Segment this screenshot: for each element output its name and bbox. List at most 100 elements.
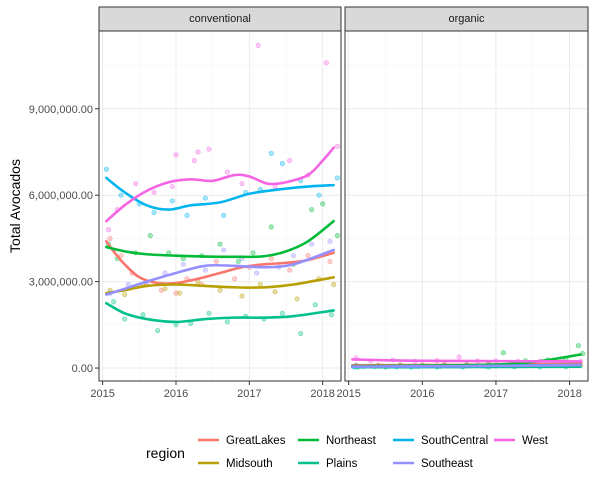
- point-SouthCentral: [103, 166, 109, 172]
- point-Southeast: [290, 253, 296, 259]
- point-West: [224, 169, 230, 175]
- smooth-line-West: [105, 146, 335, 223]
- point-SouthCentral: [118, 192, 124, 198]
- point-GreatLakes: [213, 258, 219, 265]
- legend-label: Northeast: [326, 435, 377, 447]
- point-West: [169, 183, 175, 190]
- point-Midsouth: [294, 296, 300, 302]
- legend-item-Southeast: Southeast: [393, 458, 474, 470]
- point-SouthCentral: [334, 175, 340, 181]
- facet-strip-organic: [344, 6, 589, 32]
- point-Northeast: [320, 201, 326, 207]
- point-SouthCentral: [221, 212, 227, 218]
- legend-label: GreatLakes: [226, 435, 286, 447]
- point-West: [206, 146, 212, 152]
- point-Midsouth: [217, 287, 223, 293]
- point-West: [287, 158, 293, 164]
- point-GreatLakes: [268, 255, 274, 262]
- legend-label: SouthCentral: [421, 435, 488, 447]
- point-West: [151, 189, 157, 195]
- legend-item-Midsouth: Midsouth: [198, 458, 273, 470]
- point-Midsouth: [122, 291, 128, 298]
- point-Plains: [206, 310, 212, 316]
- point-Northeast: [235, 258, 241, 265]
- panel-background: [345, 31, 588, 381]
- x-tick-label: 2016: [164, 388, 188, 400]
- point-Northeast: [250, 250, 256, 256]
- point-Midsouth: [257, 281, 263, 288]
- x-tick-label: 2017: [237, 388, 261, 400]
- point-Southeast: [327, 238, 333, 244]
- smooth-line-GreatLakes: [105, 239, 335, 285]
- panel-organic: organic 2015 2016 2017 2018: [336, 6, 589, 400]
- panel-background: [99, 31, 341, 381]
- point-SouthCentral: [151, 209, 157, 216]
- legend-label: Southeast: [421, 458, 474, 470]
- panel-border: [98, 30, 342, 382]
- point-Plains: [224, 319, 230, 325]
- point-Southeast: [221, 247, 227, 253]
- point-Northeast: [575, 342, 582, 349]
- x-tick-label: 2015: [336, 388, 360, 400]
- point-Plains: [122, 316, 128, 322]
- point-West: [239, 181, 245, 187]
- y-tick-label: 9,000,000.00: [29, 104, 93, 116]
- point-GreatLakes: [107, 235, 113, 242]
- legend-item-Plains: Plains: [298, 458, 358, 470]
- point-SouthCentral: [169, 198, 175, 204]
- point-Northeast: [217, 241, 223, 247]
- point-West: [334, 143, 340, 149]
- point-Plains: [279, 310, 285, 316]
- y-tick-label: 3,000,000.00: [29, 277, 93, 289]
- point-Southeast: [309, 241, 315, 247]
- point-SouthCentral: [268, 150, 274, 157]
- point-Plains: [312, 302, 318, 308]
- point-SouthCentral: [316, 192, 322, 198]
- legend-label: Midsouth: [226, 458, 273, 470]
- point-Plains: [140, 312, 146, 318]
- point-Southeast: [202, 267, 208, 273]
- point-Plains: [328, 312, 335, 318]
- facet-label-conventional: conventional: [189, 13, 251, 25]
- point-West: [195, 149, 201, 155]
- point-West: [105, 227, 112, 233]
- x-tick-label: 2017: [484, 388, 508, 400]
- legend-label: Plains: [326, 458, 358, 470]
- point-Southeast: [254, 270, 260, 276]
- smooth-line-Northeast: [105, 219, 335, 259]
- point-Northeast: [268, 224, 274, 230]
- y-axis-title: Total Avocados: [7, 159, 23, 253]
- point-Midsouth: [331, 281, 337, 288]
- point-SouthCentral: [184, 212, 190, 218]
- legend-item-West: West: [494, 435, 549, 447]
- point-West: [323, 60, 329, 66]
- facet-strip-conventional: [98, 6, 342, 32]
- point-GreatLakes: [173, 290, 179, 296]
- point-Midsouth: [239, 293, 245, 299]
- point-West: [133, 181, 139, 187]
- point-Southeast: [180, 261, 186, 267]
- point-Midsouth: [162, 286, 168, 292]
- point-Northeast: [309, 207, 315, 213]
- legend: region GreatLakes Midsouth Northeast Plains S…: [146, 435, 549, 470]
- smooth-line-Southeast: [105, 248, 335, 296]
- x-tick-label: 2016: [410, 388, 434, 400]
- point-West: [456, 354, 462, 360]
- point-SouthCentral: [202, 195, 208, 201]
- point-Midsouth: [272, 289, 278, 295]
- point-GreatLakes: [305, 253, 311, 259]
- legend-item-Northeast: Northeast: [298, 435, 377, 447]
- smooth-line-Southeast: [351, 363, 582, 368]
- point-West: [173, 152, 179, 158]
- point-GreatLakes: [158, 287, 164, 293]
- panel-border: [344, 30, 589, 382]
- x-tick-label: 2018: [557, 388, 581, 400]
- legend-title: region: [146, 445, 185, 461]
- point-Plains: [155, 327, 161, 334]
- point-Plains: [173, 322, 179, 328]
- facet-label-organic: organic: [448, 13, 485, 25]
- point-Northeast: [334, 232, 340, 239]
- point-Plains: [298, 330, 304, 337]
- x-tick-label: 2015: [90, 388, 114, 400]
